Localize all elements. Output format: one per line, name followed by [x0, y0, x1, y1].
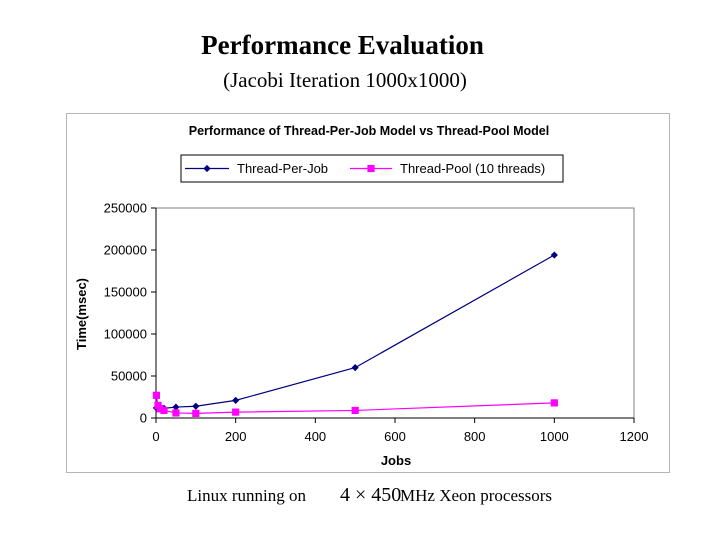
chart-title: Performance of Thread-Per-Job Model vs T…	[189, 124, 549, 138]
series-line	[156, 254, 555, 410]
x-tick-label: 600	[384, 429, 406, 444]
data-point	[351, 364, 359, 372]
series-thread-pool	[152, 391, 558, 417]
performance-chart: Performance of Thread-Per-Job Model vs T…	[74, 124, 649, 468]
data-point	[367, 164, 375, 173]
plot-area	[152, 251, 558, 417]
plot-frame	[155, 207, 635, 419]
legend-entry: Thread-Per-Job	[185, 161, 328, 176]
data-point	[152, 391, 160, 399]
data-point	[192, 409, 200, 417]
caption-formula: 4 × 450	[340, 484, 402, 506]
axes: 0 50000 100000 150000 200000 250000 0 200 400 600…	[104, 201, 649, 445]
x-tick-label: 200	[225, 429, 247, 444]
legend-label: Thread-Pool (10 threads)	[400, 161, 545, 176]
y-tick-label: 100000	[104, 327, 147, 342]
x-tick-label: 800	[464, 429, 486, 444]
caption-prefix: Linux running on	[187, 486, 306, 505]
data-point	[156, 405, 164, 413]
data-point	[550, 251, 558, 259]
legend-label: Thread-Per-Job	[237, 161, 328, 176]
legend-entry: Thread-Pool (10 threads)	[350, 161, 545, 176]
data-point	[550, 399, 558, 407]
data-point	[232, 396, 240, 404]
slide-title: Performance Evaluation	[201, 30, 484, 60]
data-point	[172, 403, 180, 411]
data-point	[192, 402, 200, 410]
x-tick-label: 400	[304, 429, 326, 444]
slide-subtitle: (Jacobi Iteration 1000x1000)	[223, 68, 467, 92]
x-axis-label: Jobs	[381, 453, 411, 468]
x-tick-label: 1200	[620, 429, 649, 444]
caption-suffix: MHz Xeon processors	[400, 486, 553, 505]
data-point	[160, 406, 168, 415]
y-axis-label: Time(msec)	[74, 278, 89, 350]
data-point	[232, 408, 240, 416]
x-tick-label: 0	[152, 429, 159, 444]
legend: Thread-Per-Job Thread-Pool (10 threads)	[180, 154, 564, 183]
data-point	[172, 409, 180, 417]
y-tick-label: 0	[140, 411, 147, 426]
y-tick-label: 250000	[104, 201, 147, 216]
y-tick-label: 200000	[104, 243, 147, 258]
y-tick-label: 50000	[111, 369, 147, 384]
series-thread-per-job	[152, 251, 558, 413]
x-tick-label: 1000	[540, 429, 569, 444]
data-point	[203, 164, 211, 173]
chart-frame: Performance of Thread-Per-Job Model vs T…	[66, 113, 670, 473]
data-point	[351, 406, 359, 415]
y-tick-label: 150000	[104, 285, 147, 300]
